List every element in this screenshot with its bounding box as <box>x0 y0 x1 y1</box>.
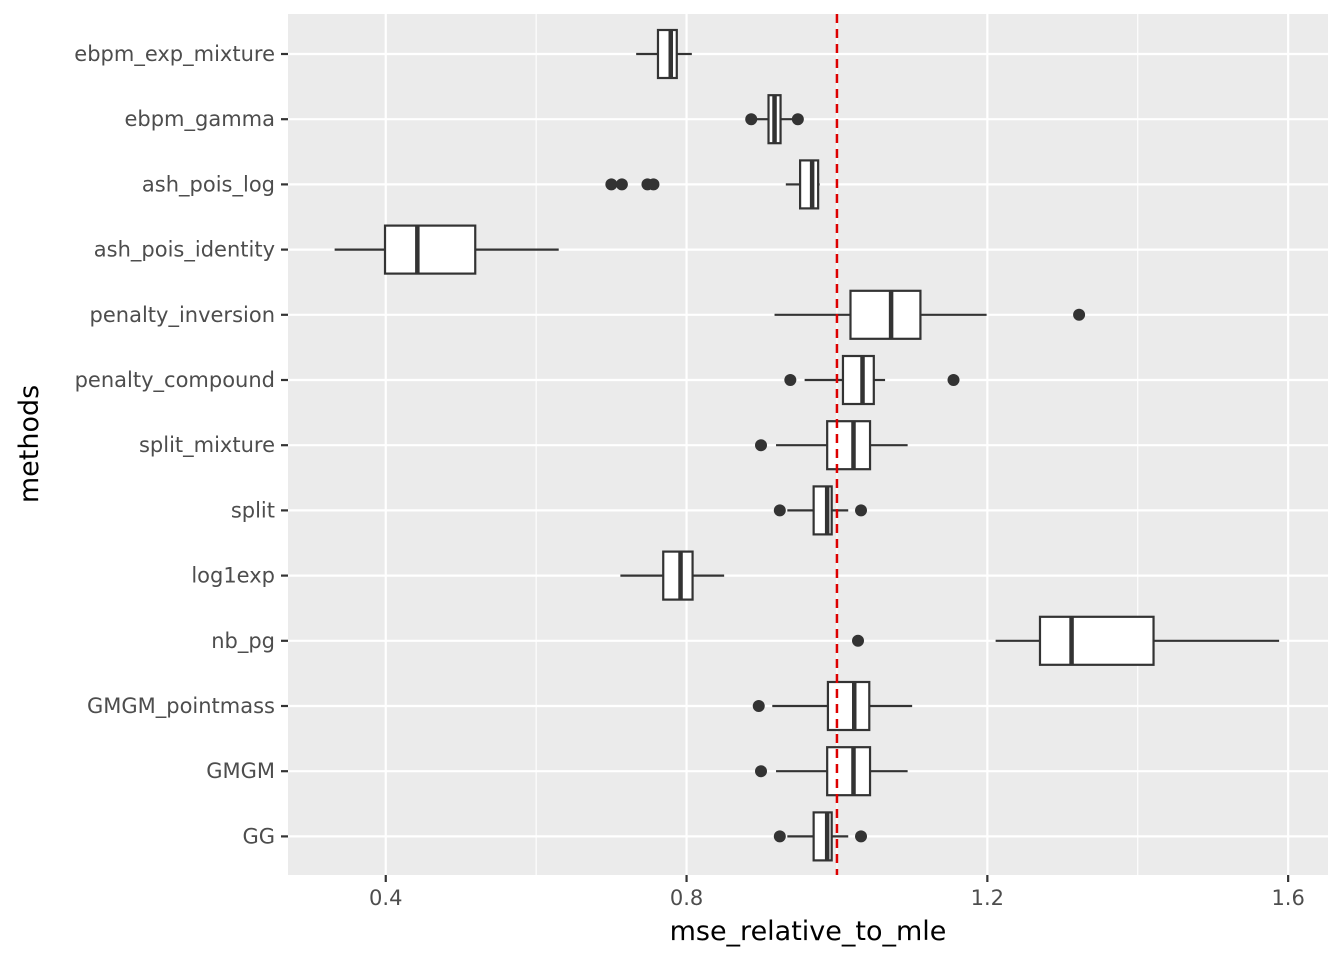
box-iqr <box>1038 615 1155 666</box>
box-ebpm_gamma <box>745 94 804 145</box>
outlier-point <box>647 178 660 191</box>
box-iqr <box>656 28 678 80</box>
outlier-point <box>615 178 628 191</box>
box-iqr <box>826 420 872 471</box>
outlier-point <box>755 439 768 452</box>
box-nb_pg <box>852 615 1280 666</box>
box-split_mixture <box>755 420 908 471</box>
box-iqr <box>826 746 872 797</box>
y-tick-label: GMGM_pointmass <box>87 694 275 719</box>
y-tick-label: ebpm_exp_mixture <box>74 42 275 67</box>
outlier-point <box>1073 308 1086 321</box>
box-iqr <box>383 224 477 275</box>
box-ash_pois_log <box>605 159 820 210</box>
box-GMGM_pointmass <box>752 680 913 732</box>
outlier-point <box>752 700 765 712</box>
box-log1exp <box>620 550 725 601</box>
y-tick-label: penalty_compound <box>75 368 275 393</box>
outlier-point <box>773 504 786 517</box>
box-iqr <box>662 550 694 601</box>
outlier-point <box>605 178 618 191</box>
box-iqr <box>849 289 922 340</box>
x-axis-title: mse_relative_to_mle <box>670 916 947 947</box>
box-iqr <box>826 680 871 732</box>
outlier-point <box>791 113 804 126</box>
outlier-point <box>755 765 768 778</box>
box-penalty_inversion <box>774 289 1086 340</box>
box-GMGM <box>755 746 908 797</box>
outlier-point <box>855 504 868 517</box>
x-tick-label: 1.2 <box>971 886 1004 910</box>
box-GG <box>773 811 868 862</box>
outlier-point <box>745 113 758 126</box>
x-tick-label: 0.4 <box>369 886 402 910</box>
y-tick-label: ebpm_gamma <box>124 107 275 132</box>
boxes-layer <box>334 28 1280 862</box>
outlier-point <box>784 374 797 386</box>
y-tick-label: split <box>231 498 275 522</box>
y-tick-label: split_mixture <box>139 433 275 458</box>
outlier-point <box>947 374 960 386</box>
outlier-point <box>855 830 868 843</box>
y-axis: ebpm_exp_mixture ebpm_gamma ash_pois_logas… <box>74 42 288 848</box>
box-ebpm_exp_mixture <box>636 28 692 80</box>
box-iqr <box>841 354 875 406</box>
box-split <box>773 485 868 536</box>
x-axis: 0.4 0.8 1.2 1.6 <box>369 875 1305 910</box>
box-iqr <box>799 159 820 210</box>
y-tick-label: ash_pois_log <box>142 172 275 197</box>
y-axis-title: methods <box>14 385 45 503</box>
y-tick-label: log1exp <box>191 564 275 588</box>
y-tick-label: nb_pg <box>211 629 275 654</box>
box-ash_pois_identity <box>334 224 559 275</box>
x-tick-label: 1.6 <box>1271 886 1304 910</box>
y-tick-label: GMGM <box>206 759 275 783</box>
x-tick-label: 0.8 <box>670 886 703 910</box>
outlier-point <box>773 830 786 843</box>
y-tick-label: GG <box>242 824 275 848</box>
outlier-point <box>852 634 865 647</box>
y-tick-label: penalty_inversion <box>90 303 275 328</box>
y-tick-label: ash_pois_identity <box>94 238 275 263</box>
